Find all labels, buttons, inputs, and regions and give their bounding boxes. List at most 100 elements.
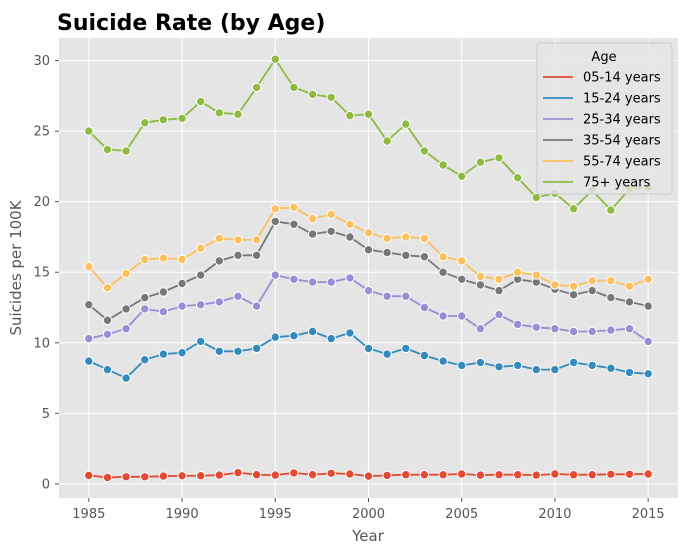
data-point — [624, 367, 635, 378]
data-point — [289, 202, 299, 213]
data-point — [457, 274, 467, 284]
data-point — [587, 285, 597, 296]
data-point — [251, 343, 262, 354]
legend-item-05-14-years: 05-14 years — [543, 71, 661, 86]
data-point — [196, 270, 206, 280]
data-point — [102, 472, 113, 483]
legend-item-35-54-years: 35-54 years — [543, 134, 661, 149]
data-point — [326, 333, 336, 344]
data-point — [345, 232, 355, 242]
data-point — [643, 469, 653, 479]
y-tick-label: 10 — [33, 336, 50, 351]
data-point — [84, 333, 94, 344]
series-05-14-years — [84, 467, 653, 483]
data-point — [382, 233, 392, 244]
y-axis-label: Suicides per 100K — [7, 199, 25, 335]
series-25-34-years — [84, 270, 653, 347]
x-tick-labels: 1985 1990 1995 2000 2005 2010 2015 — [72, 498, 665, 522]
data-point — [624, 297, 635, 307]
data-point — [84, 126, 94, 136]
data-point — [401, 291, 411, 301]
data-point — [233, 235, 243, 245]
data-point — [177, 301, 187, 311]
data-point — [568, 204, 579, 214]
data-point — [140, 118, 150, 128]
data-point — [419, 252, 430, 262]
data-point — [158, 115, 169, 125]
data-point — [140, 292, 150, 303]
data-point — [438, 311, 448, 321]
data-point — [196, 336, 206, 347]
data-point — [363, 343, 374, 354]
data-point — [121, 373, 131, 383]
x-tick-label: 2005 — [445, 507, 478, 522]
data-point — [531, 192, 541, 203]
data-point — [494, 274, 504, 284]
data-point — [326, 226, 336, 237]
data-point — [196, 243, 206, 253]
data-point — [624, 469, 635, 479]
data-point — [121, 304, 131, 314]
data-point — [345, 469, 355, 479]
data-point — [382, 136, 392, 146]
x-axis-label: Year — [351, 527, 385, 545]
data-point — [513, 360, 523, 371]
data-point — [401, 343, 411, 354]
legend-title: Age — [591, 50, 616, 65]
series-lines — [84, 54, 653, 483]
data-point — [140, 304, 150, 314]
data-point — [624, 281, 635, 291]
legend-label: 35-54 years — [583, 134, 661, 149]
data-point — [475, 157, 486, 167]
data-point — [251, 470, 262, 480]
data-point — [606, 205, 616, 215]
y-tick-label: 0 — [42, 477, 50, 492]
data-point — [307, 229, 318, 239]
data-point — [289, 331, 299, 341]
data-point — [84, 470, 94, 481]
data-point — [102, 315, 113, 325]
data-point — [270, 54, 280, 64]
data-point — [307, 89, 318, 100]
x-tick-label: 1985 — [72, 507, 105, 522]
x-tick-label: 2000 — [352, 507, 385, 522]
y-tick-label: 30 — [33, 54, 50, 69]
data-point — [214, 297, 225, 307]
data-point — [102, 144, 113, 155]
data-point — [233, 467, 243, 478]
data-point — [345, 273, 355, 283]
data-point — [382, 291, 392, 301]
data-point — [419, 233, 430, 244]
data-point — [345, 328, 355, 338]
data-point — [475, 324, 486, 334]
x-tick-label: 2015 — [632, 507, 665, 522]
legend-box — [536, 42, 673, 195]
y-tick-label: 20 — [33, 195, 50, 210]
data-point — [494, 309, 504, 320]
data-point — [606, 292, 616, 303]
data-point — [307, 470, 318, 480]
data-point — [140, 472, 150, 482]
data-point — [457, 469, 467, 479]
data-point — [214, 470, 225, 480]
data-point — [289, 219, 299, 230]
series-15-24-years — [84, 326, 653, 383]
data-point — [568, 281, 579, 291]
series-55-74-years — [84, 202, 653, 293]
data-point — [568, 470, 579, 480]
data-point — [606, 363, 616, 373]
y-tick-label: 5 — [42, 407, 50, 422]
data-point — [438, 160, 448, 170]
data-point — [475, 271, 486, 282]
data-point — [233, 346, 243, 356]
x-tick-label: 1995 — [259, 507, 292, 522]
data-point — [531, 322, 541, 332]
data-point — [326, 468, 336, 478]
data-point — [382, 470, 392, 481]
data-point — [233, 250, 243, 261]
data-point — [457, 256, 467, 266]
data-point — [158, 349, 169, 359]
data-point — [270, 204, 280, 214]
data-point — [568, 326, 579, 337]
data-point — [140, 254, 150, 265]
